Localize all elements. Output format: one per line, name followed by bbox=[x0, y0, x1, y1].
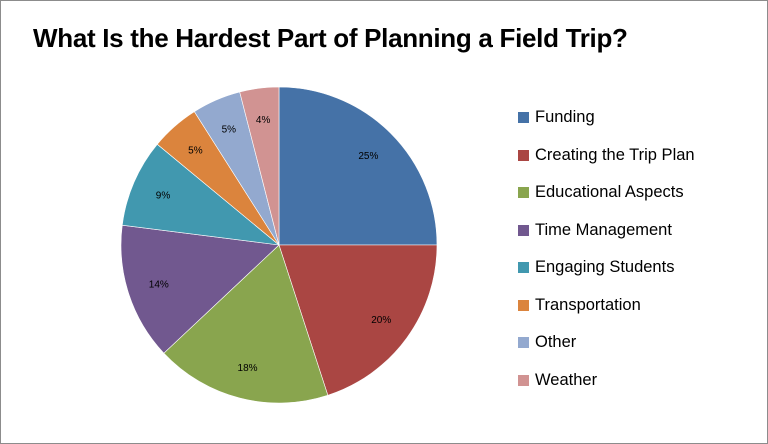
legend-swatch-icon bbox=[518, 299, 529, 311]
slice-label: 5% bbox=[222, 124, 237, 135]
pie-slice-creating-the-trip-plan bbox=[278, 244, 438, 396]
legend-swatch-icon bbox=[518, 337, 529, 349]
legend-label: Transportation bbox=[535, 295, 641, 314]
legend-item: Transportation bbox=[518, 287, 695, 325]
slice-label: 4% bbox=[256, 115, 271, 126]
legend-item: Time Management bbox=[518, 212, 695, 250]
pie-slice-engaging-students bbox=[121, 143, 280, 246]
chart-title: What Is the Hardest Part of Planning a F… bbox=[33, 23, 628, 53]
legend: Funding Creating the Trip Plan Educational… bbox=[518, 99, 695, 399]
pie-slice-funding bbox=[278, 86, 438, 246]
legend-swatch-icon bbox=[518, 374, 529, 386]
legend-item: Engaging Students bbox=[518, 249, 695, 287]
legend-label: Weather bbox=[535, 370, 598, 389]
legend-swatch-icon bbox=[518, 112, 529, 124]
legend-swatch-icon bbox=[518, 149, 529, 161]
slice-label: 9% bbox=[156, 190, 171, 201]
legend-label: Other bbox=[535, 333, 577, 352]
slice-label: 25% bbox=[358, 151, 378, 162]
slice-label: 5% bbox=[188, 146, 203, 157]
legend-label: Time Management bbox=[535, 220, 672, 239]
legend-label: Funding bbox=[535, 108, 595, 127]
legend-item: Creating the Trip Plan bbox=[518, 137, 695, 175]
slice-label: 14% bbox=[149, 280, 169, 291]
legend-label: Engaging Students bbox=[535, 258, 675, 277]
pie-slice-weather bbox=[239, 86, 280, 246]
slice-label: 18% bbox=[238, 363, 258, 374]
pie-slice-educational-aspects bbox=[163, 244, 329, 404]
legend-swatch-icon bbox=[518, 187, 529, 199]
legend-item: Other bbox=[518, 324, 695, 362]
legend-item: Funding bbox=[518, 99, 695, 137]
slice-label: 20% bbox=[371, 315, 391, 326]
legend-item: Weather bbox=[518, 362, 695, 400]
legend-swatch-icon bbox=[518, 224, 529, 236]
legend-label: Creating the Trip Plan bbox=[535, 145, 695, 164]
legend-label: Educational Aspects bbox=[535, 183, 684, 202]
legend-swatch-icon bbox=[518, 262, 529, 274]
legend-item: Educational Aspects bbox=[518, 174, 695, 212]
pie-slice-time-management bbox=[120, 224, 280, 354]
